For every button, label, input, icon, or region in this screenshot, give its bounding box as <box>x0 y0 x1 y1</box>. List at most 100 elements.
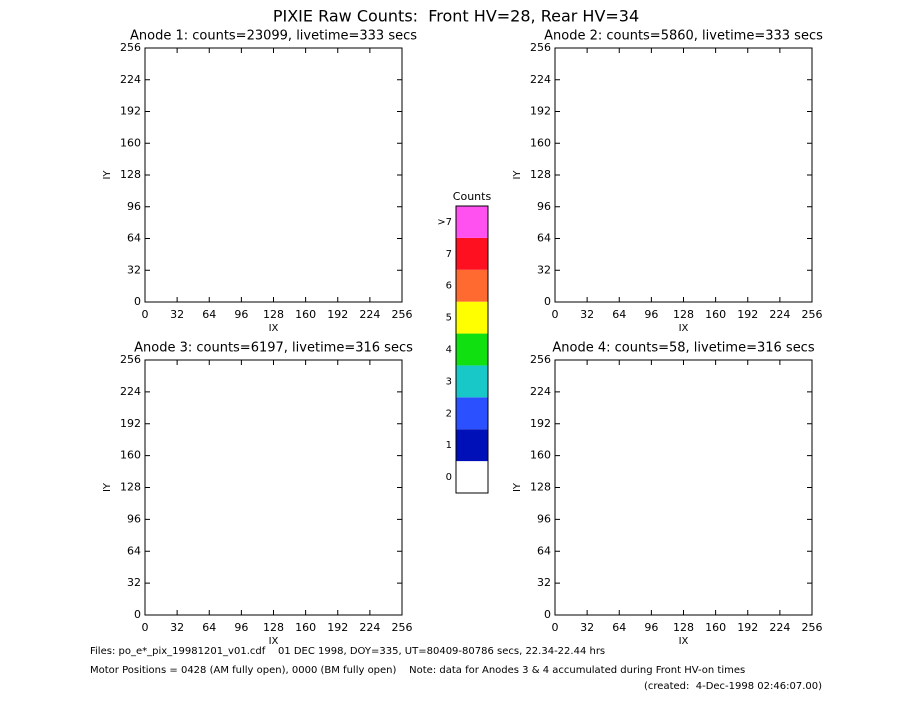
panel-title: Anode 4: counts=58, livetime=316 secs <box>552 341 814 356</box>
x-tick-label: 192 <box>737 308 758 321</box>
footer-motor: Motor Positions = 0428 (AM fully open), … <box>90 665 745 676</box>
y-tick-label: 32 <box>127 263 141 276</box>
y-tick-label: 192 <box>120 105 141 118</box>
x-tick-label: 64 <box>612 308 626 321</box>
x-tick-label: 128 <box>263 308 284 321</box>
y-tick-label: 256 <box>530 353 551 366</box>
panel-title: Anode 3: counts=6197, livetime=316 secs <box>134 341 413 356</box>
plot-area <box>144 359 403 616</box>
x-tick-label: 192 <box>327 621 348 634</box>
y-tick-label: 160 <box>530 136 551 149</box>
colorbar-swatch <box>456 237 488 270</box>
y-tick-label: 160 <box>120 449 141 462</box>
x-tick-label: 256 <box>802 308 823 321</box>
y-tick-label: 0 <box>134 295 141 308</box>
x-tick-label: 0 <box>142 308 149 321</box>
colorbar-label: 4 <box>446 345 452 356</box>
colorbar-frame <box>455 205 489 494</box>
y-tick-label: 160 <box>530 449 551 462</box>
colorbar-label: 0 <box>446 472 452 483</box>
y-tick-label: 32 <box>537 576 551 589</box>
y-tick-label: 64 <box>127 232 141 245</box>
x-tick-label: 128 <box>263 621 284 634</box>
x-tick-label: 32 <box>170 308 184 321</box>
x-tick-label: 0 <box>552 621 559 634</box>
x-tick-label: 0 <box>142 621 149 634</box>
colorbar-label: 5 <box>446 313 452 324</box>
colorbar-title: Counts <box>453 190 492 203</box>
colorbar-label: >7 <box>437 217 452 228</box>
x-tick-label: 256 <box>392 308 413 321</box>
colorbar-swatch <box>456 333 488 366</box>
x-tick-label: 32 <box>170 621 184 634</box>
colorbar-swatch <box>456 461 488 493</box>
x-tick-label: 192 <box>737 621 758 634</box>
x-tick-label: 64 <box>202 621 216 634</box>
plot-area <box>554 359 813 616</box>
x-axis-label: IX <box>679 323 689 334</box>
x-tick-label: 32 <box>580 621 594 634</box>
x-tick-label: 192 <box>327 308 348 321</box>
x-tick-label: 128 <box>673 621 694 634</box>
panel-title: Anode 1: counts=23099, livetime=333 secs <box>130 29 417 44</box>
x-tick-label: 160 <box>705 308 726 321</box>
x-tick-label: 224 <box>769 308 790 321</box>
colorbar-label: 2 <box>446 408 452 419</box>
y-tick-label: 256 <box>120 41 141 54</box>
y-tick-label: 96 <box>537 200 551 213</box>
x-tick-label: 64 <box>612 621 626 634</box>
y-tick-label: 160 <box>120 136 141 149</box>
x-tick-label: 96 <box>234 308 248 321</box>
x-tick-label: 96 <box>644 308 658 321</box>
y-tick-label: 0 <box>544 608 551 621</box>
y-axis-label: IY <box>102 482 113 492</box>
y-tick-label: 256 <box>530 41 551 54</box>
x-tick-label: 160 <box>295 308 316 321</box>
y-tick-label: 64 <box>537 232 551 245</box>
x-tick-label: 224 <box>769 621 790 634</box>
footer-files: Files: po_e*_pix_19981201_v01.cdf 01 DEC… <box>90 646 605 657</box>
y-axis-label: IY <box>102 170 113 180</box>
y-tick-label: 64 <box>127 544 141 557</box>
x-tick-label: 256 <box>392 621 413 634</box>
y-tick-label: 32 <box>127 576 141 589</box>
y-tick-label: 256 <box>120 353 141 366</box>
y-tick-label: 96 <box>127 512 141 525</box>
y-tick-label: 96 <box>537 512 551 525</box>
y-tick-label: 224 <box>530 385 551 398</box>
x-tick-label: 224 <box>359 621 380 634</box>
y-tick-label: 224 <box>530 73 551 86</box>
y-tick-label: 224 <box>120 385 141 398</box>
y-tick-label: 192 <box>530 417 551 430</box>
x-axis-label: IX <box>269 323 279 334</box>
panel-title: Anode 2: counts=5860, livetime=333 secs <box>544 29 823 44</box>
y-tick-label: 128 <box>530 481 551 494</box>
colorbar-swatch <box>456 301 488 334</box>
x-tick-label: 96 <box>234 621 248 634</box>
main-title: PIXIE Raw Counts: Front HV=28, Rear HV=3… <box>273 7 639 26</box>
colorbar-label: 6 <box>446 281 452 292</box>
y-tick-label: 64 <box>537 544 551 557</box>
y-tick-label: 192 <box>530 105 551 118</box>
x-tick-label: 64 <box>202 308 216 321</box>
footer-created: (created: 4-Dec-1998 02:46:07.00) <box>644 681 822 692</box>
y-tick-label: 128 <box>530 168 551 181</box>
x-tick-label: 256 <box>802 621 823 634</box>
x-axis-label: IX <box>679 636 689 647</box>
colorbar-label: 1 <box>446 440 452 451</box>
colorbar-swatch <box>456 365 488 398</box>
colorbar-swatch <box>456 269 488 302</box>
y-axis-label: IY <box>512 170 523 180</box>
x-tick-label: 128 <box>673 308 694 321</box>
y-tick-label: 0 <box>134 608 141 621</box>
x-tick-label: 0 <box>552 308 559 321</box>
plot-area <box>144 47 403 303</box>
colorbar-label: 7 <box>446 249 452 260</box>
plot-area <box>554 47 813 303</box>
colorbar-swatch <box>456 397 488 430</box>
colorbar-swatch <box>456 206 488 238</box>
x-axis-label: IX <box>269 636 279 647</box>
y-tick-label: 224 <box>120 73 141 86</box>
y-tick-label: 192 <box>120 417 141 430</box>
